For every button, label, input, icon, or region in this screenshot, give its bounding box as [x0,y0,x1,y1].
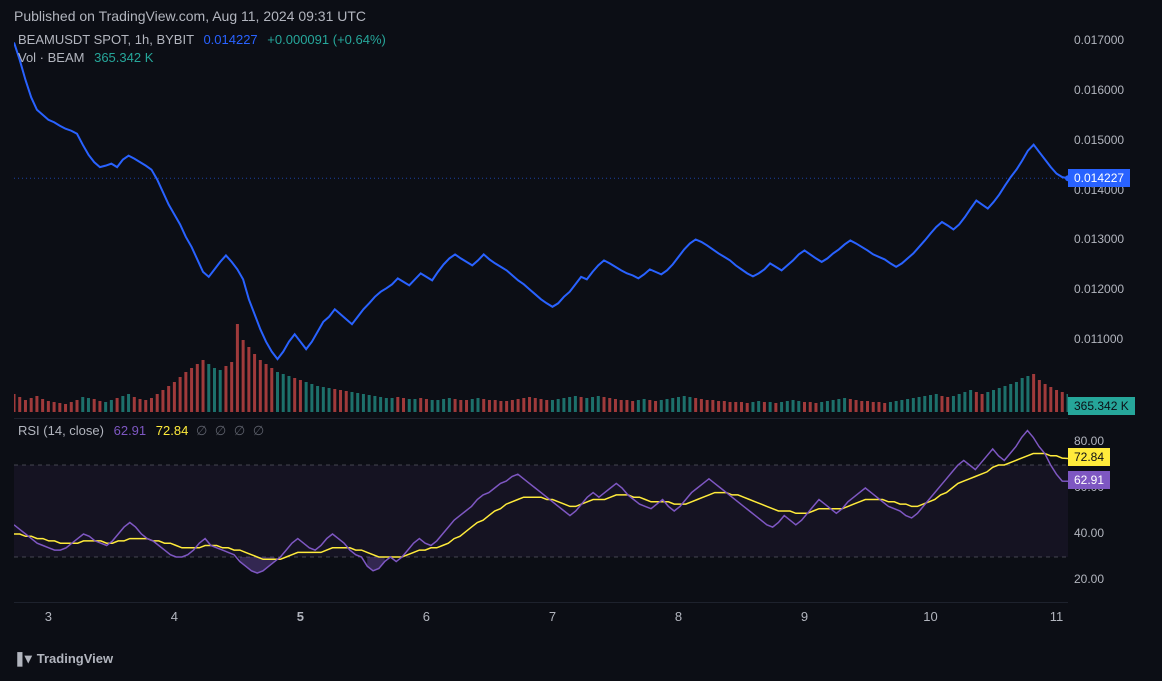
price-svg [14,30,1068,414]
x-tick: 6 [423,609,430,624]
x-tick: 11 [1050,609,1064,624]
footer: ❚▾ TradingView [14,650,113,667]
rsi-ma-tag: 72.84 [1068,448,1110,466]
volume-label: Vol · BEAM [18,50,84,65]
null-icon: ∅ [196,423,207,438]
x-axis[interactable]: 3 4 5 6 7 8 9 10 11 [14,602,1068,632]
rsi-y-tick: 20.00 [1074,572,1104,586]
x-tick: 9 [801,609,808,624]
volume-tag: 365.342 K [1068,397,1135,415]
change-pct: (+0.64%) [333,32,386,47]
x-tick: 8 [675,609,682,624]
y-tick: 0.017000 [1074,33,1124,47]
rsi-y-tick: 80.00 [1074,434,1104,448]
y-tick: 0.012000 [1074,282,1124,296]
publish-text: Published on TradingView.com, Aug 11, 20… [14,8,366,24]
rsi-y-axis[interactable]: 80.0060.0040.0020.0072.8462.91 [1068,418,1148,602]
y-tick: 0.013000 [1074,232,1124,246]
null-icon: ∅ [234,423,245,438]
current-price-tag: 0.014227 [1068,169,1130,187]
price-y-axis[interactable]: 0.0170000.0160000.0150000.0140000.013000… [1068,30,1148,414]
rsi-ma-value: 72.84 [156,423,189,438]
rsi-label: RSI (14, close) [18,423,104,438]
tradingview-logo-icon: ❚▾ [14,650,31,667]
null-icon: ∅ [253,423,264,438]
last-price: 0.014227 [203,32,257,47]
change-abs: +0.000091 [267,32,329,47]
x-tick: 10 [923,609,937,624]
y-tick: 0.015000 [1074,133,1124,147]
rsi-tag: 62.91 [1068,471,1110,489]
x-tick: 7 [549,609,556,624]
footer-brand: TradingView [37,651,113,666]
rsi-svg [14,419,1068,603]
price-legend: BEAMUSDT SPOT, 1h, BYBIT 0.014227 +0.000… [18,32,386,47]
null-icon: ∅ [215,423,226,438]
volume-legend: Vol · BEAM 365.342 K [18,50,153,65]
rsi-value: 62.91 [114,423,147,438]
publish-header: Published on TradingView.com, Aug 11, 20… [0,0,1162,30]
y-tick: 0.011000 [1074,332,1123,346]
volume-value: 365.342 K [94,50,153,65]
symbol-text: BEAMUSDT SPOT, 1h, BYBIT [18,32,194,47]
rsi-chart[interactable]: RSI (14, close) 62.91 72.84 ∅ ∅ ∅ ∅ [14,418,1068,602]
x-tick: 3 [45,609,52,624]
x-tick: 4 [171,609,178,624]
y-tick: 0.016000 [1074,83,1124,97]
x-tick: 5 [297,609,304,624]
rsi-y-tick: 40.00 [1074,526,1104,540]
rsi-legend: RSI (14, close) 62.91 72.84 ∅ ∅ ∅ ∅ [18,423,264,439]
price-chart[interactable]: BEAMUSDT SPOT, 1h, BYBIT 0.014227 +0.000… [14,30,1068,414]
